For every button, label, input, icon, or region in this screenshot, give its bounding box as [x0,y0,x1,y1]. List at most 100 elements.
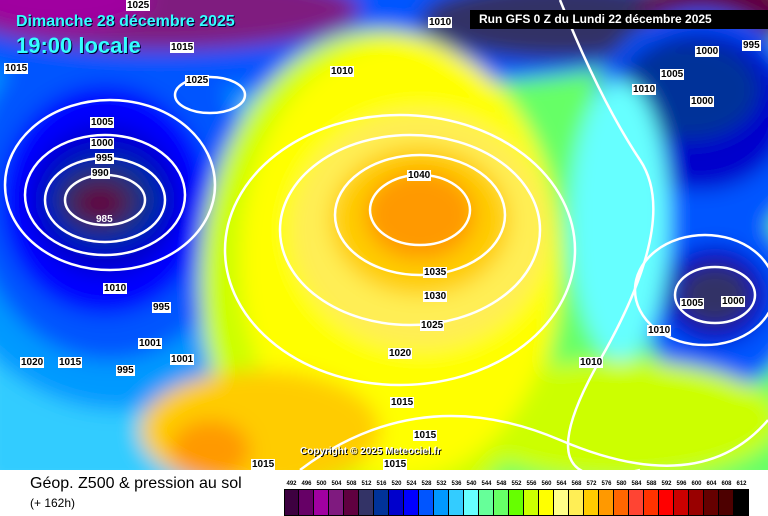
legend-value: 536 [451,481,462,487]
isobar-label: 995 [742,40,761,51]
legend-swatch: 536 [449,479,464,516]
isobar-label: 1015 [413,430,438,441]
isobar-label: 1025 [126,0,151,11]
legend-value: 552 [511,481,522,487]
legend-value: 600 [691,481,702,487]
legend-value: 596 [676,481,687,487]
legend-value: 528 [421,481,432,487]
isobar-label: 1010 [103,283,128,294]
forecast-date: Dimanche 28 décembre 2025 [16,13,235,30]
legend-swatch: 580 [614,479,629,516]
isobar-label: 1005 [680,298,705,309]
legend-value: 588 [646,481,657,487]
isobar-label: 1015 [383,459,408,470]
isobar-label: 1000 [695,46,720,57]
legend-value: 612 [736,481,747,487]
legend-swatch: 532 [434,479,449,516]
legend-swatch: 552 [509,479,524,516]
legend-value: 512 [361,481,372,487]
isobar-label: 1005 [90,117,115,128]
legend-value: 580 [616,481,627,487]
legend-value: 560 [541,481,552,487]
isobar-label: 995 [95,153,114,164]
legend-value: 608 [721,481,732,487]
isobar-label: 1015 [251,459,276,470]
legend-value: 520 [391,481,402,487]
isobar-label: 1010 [647,325,672,336]
isobar-label: 995 [152,302,171,313]
isobar-label: 1020 [388,348,413,359]
isobar-label: 1000 [721,296,746,307]
legend-swatch: 564 [554,479,569,516]
legend-swatch: 572 [584,479,599,516]
isobar-label: 1010 [632,84,657,95]
legend-swatch: 560 [539,479,554,516]
legend-value: 548 [496,481,507,487]
legend-swatch: 604 [704,479,719,516]
legend-value: 516 [376,481,387,487]
isobar-label: 1001 [170,354,195,365]
legend-swatch: 596 [674,479,689,516]
legend-swatch: 576 [599,479,614,516]
isobar-label: 1015 [58,357,83,368]
isobar-label: 1025 [420,320,445,331]
isobar-label: 1015 [390,397,415,408]
legend-value: 592 [661,481,672,487]
legend-swatch: 540 [464,479,479,516]
isobar-label: 1010 [428,17,453,28]
legend-value: 508 [346,481,357,487]
legend-value: 496 [301,481,312,487]
isobar-label: 1025 [185,75,210,86]
map-title: Géop. Z500 & pression au sol [30,475,242,492]
legend-swatch: 568 [569,479,584,516]
legend-swatch: 492 [284,479,299,516]
forecast-time: 19:00 locale [16,33,141,58]
legend-swatch: 556 [524,479,539,516]
isobar-label: 990 [91,168,110,179]
isobar-label: 1040 [407,170,432,181]
legend-swatch: 548 [494,479,509,516]
isobar-label: 1010 [330,66,355,77]
copyright: Copyright © 2025 Meteociel.fr [300,446,441,457]
legend-value: 568 [571,481,582,487]
legend-swatch: 520 [389,479,404,516]
legend-swatch: 600 [689,479,704,516]
legend-value: 492 [286,481,297,487]
isobar-label: 1005 [660,69,685,80]
isobar-label: 1015 [170,42,195,53]
footer: Géop. Z500 & pression au sol (+ 162h) 49… [0,470,768,516]
isobar-label: 1015 [4,63,29,74]
legend-value: 524 [406,481,417,487]
legend-value: 572 [586,481,597,487]
legend-swatch: 504 [329,479,344,516]
legend-value: 556 [526,481,537,487]
legend-value: 564 [556,481,567,487]
isobar-label: 1035 [423,267,448,278]
model-run-banner: Run GFS 0 Z du Lundi 22 décembre 2025 [470,10,768,29]
legend-swatch: 496 [299,479,314,516]
forecast-lead-time: (+ 162h) [30,496,76,510]
legend-value: 576 [601,481,612,487]
legend-value: 584 [631,481,642,487]
legend-swatch: 516 [374,479,389,516]
legend-swatch: 528 [419,479,434,516]
legend-swatch: 592 [659,479,674,516]
legend-swatch: 612 [734,479,749,516]
legend-swatch: 588 [644,479,659,516]
isobar-label: 1030 [423,291,448,302]
legend-swatch: 544 [479,479,494,516]
legend-swatch: 584 [629,479,644,516]
legend-swatch: 500 [314,479,329,516]
isobar-label: 985 [96,214,113,225]
color-scale-legend: 492 496 500 504 508 512 516 520 524 528 532 536 540 5… [284,479,749,516]
isobar-label: 1001 [138,338,163,349]
legend-swatch: 508 [344,479,359,516]
isobar-label: 1010 [579,357,604,368]
pressure-map [0,0,768,470]
isobar-label: 995 [116,365,135,376]
isobar-label: 1000 [690,96,715,107]
legend-value: 544 [481,481,492,487]
legend-swatch: 524 [404,479,419,516]
legend-value: 500 [316,481,327,487]
legend-value: 504 [331,481,342,487]
